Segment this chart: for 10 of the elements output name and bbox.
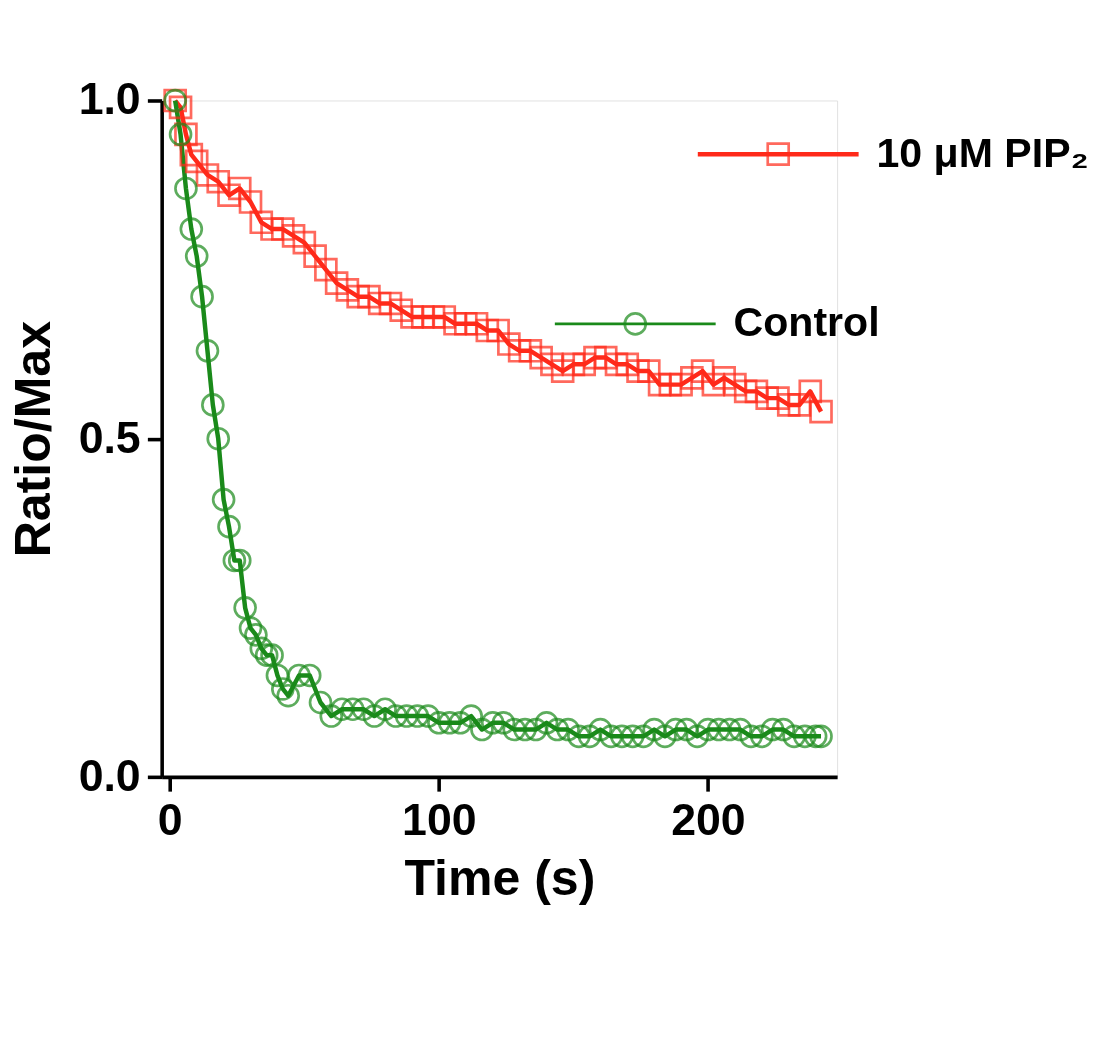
y-tick-label: 1.0 [78,74,141,124]
y-tick-label: 0.0 [78,750,141,800]
y-tick-label: 0.5 [78,412,141,462]
x-tick-label: 0 [157,794,183,844]
y-axis-title: Ratio/Max [5,320,62,558]
x-tick-label: 200 [671,794,746,844]
legend-label: 10 μM PIP₂ [876,129,1089,176]
legend-label: Control [733,299,880,346]
x-axis-title: Time (s) [404,850,596,907]
x-tick-label: 100 [402,794,477,844]
